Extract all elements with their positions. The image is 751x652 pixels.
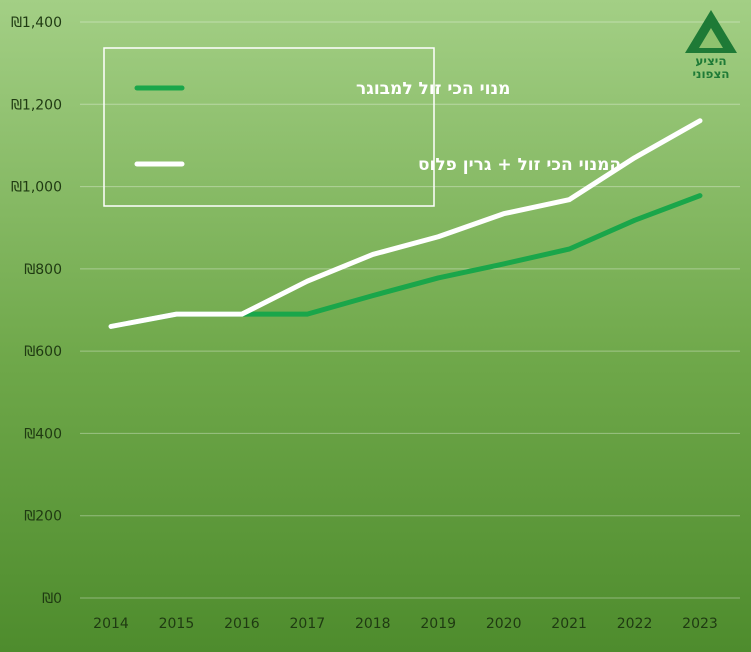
x-axis-ticks: 2014 2015 2016 2017 2018 2019 2020 2021 2022 2023 [93,616,718,632]
data-point-series-1 [501,261,506,266]
logo-text-line2: הצפוני [692,67,729,81]
x-tick-label: 2022 [617,616,653,632]
data-point-series-2 [109,324,113,329]
x-tick-label: 2016 [224,616,260,632]
legend-box [103,47,435,207]
data-point-series-2 [370,252,375,257]
data-point-series-1 [567,247,572,252]
logo: היציע הצפוני [685,10,737,81]
x-tick-label: 2023 [682,616,718,632]
data-point-series-2 [305,279,310,284]
y-tick-label: ₪0 [42,591,62,607]
data-point-series-1 [632,218,637,223]
data-point-series-2 [174,312,179,317]
data-point-series-1 [698,193,702,198]
data-point-series-2 [567,197,572,202]
series-line-2 [108,118,703,329]
y-tick-label: ₪600 [24,344,62,360]
y-tick-label: ₪800 [24,262,62,278]
x-tick-label: 2018 [355,616,391,632]
data-point-series-2 [239,312,244,317]
legend-label-series-2: המנוי הכי זול + גרין פלוס [418,155,621,175]
y-tick-label: ₪1,000 [11,180,62,196]
logo-inner-triangle-icon [699,28,723,48]
x-tick-label: 2017 [290,616,326,632]
data-point-series-2 [632,155,637,160]
data-point-series-2 [436,234,441,239]
y-tick-label: ₪1,400 [11,15,62,31]
y-tick-label: ₪200 [24,509,62,525]
data-point-series-2 [698,118,702,123]
data-point-series-2 [501,211,506,216]
data-point-series-1 [305,312,310,317]
legend: מנוי הכי זול למבוגר המנוי הכי זול + גרין… [103,47,621,207]
y-axis-ticks: ₪0 ₪200 ₪400 ₪600 ₪800 ₪1,000 ₪1,200 ₪1,400 [11,15,62,607]
series-lines [108,118,703,329]
x-tick-label: 2014 [93,616,129,632]
gridlines [80,21,740,599]
data-point-series-1 [370,293,375,298]
y-tick-label: ₪1,200 [11,97,62,113]
x-tick-label: 2020 [486,616,522,632]
legend-label-series-1: מנוי הכי זול למבוגר [356,79,510,99]
x-tick-label: 2021 [551,616,587,632]
data-point-series-1 [436,275,441,280]
x-tick-label: 2015 [159,616,195,632]
logo-text-line1: היציע [695,54,726,68]
y-tick-label: ₪400 [24,426,62,442]
x-tick-label: 2019 [420,616,456,632]
